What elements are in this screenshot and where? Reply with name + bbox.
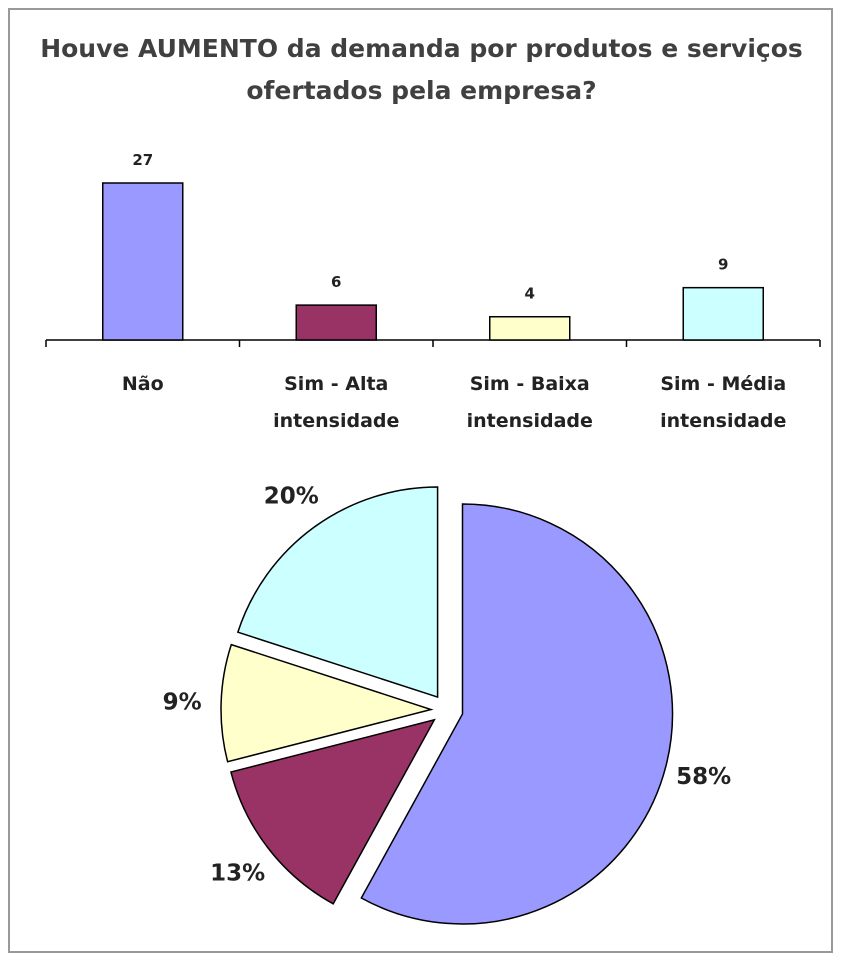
x-tick-label: Sim - Baixa intensidade bbox=[466, 373, 593, 432]
data-label: 13% bbox=[210, 860, 265, 886]
chart-frame bbox=[8, 8, 833, 953]
x-tick-label: Não bbox=[121, 373, 164, 395]
data-label: 9% bbox=[163, 690, 202, 716]
pie-slice bbox=[230, 718, 436, 905]
pie-slice bbox=[220, 643, 434, 763]
data-label: 27 bbox=[132, 151, 153, 169]
bar bbox=[295, 304, 377, 341]
bar bbox=[102, 182, 184, 341]
data-label: 20% bbox=[264, 484, 319, 510]
bar bbox=[682, 286, 764, 341]
data-label: 6 bbox=[331, 273, 341, 291]
x-tick-label: Sim - Alta intensidade bbox=[273, 373, 400, 432]
pie-slice bbox=[236, 486, 439, 699]
bar bbox=[489, 315, 571, 341]
data-label: 58% bbox=[676, 764, 731, 790]
data-label: 9 bbox=[718, 256, 728, 274]
x-tick-label: Sim - Média intensidade bbox=[660, 373, 787, 432]
chart-title: Houve AUMENTO da demanda por produtos e … bbox=[40, 34, 803, 105]
data-label: 4 bbox=[525, 285, 535, 303]
pie-slice bbox=[360, 503, 674, 925]
